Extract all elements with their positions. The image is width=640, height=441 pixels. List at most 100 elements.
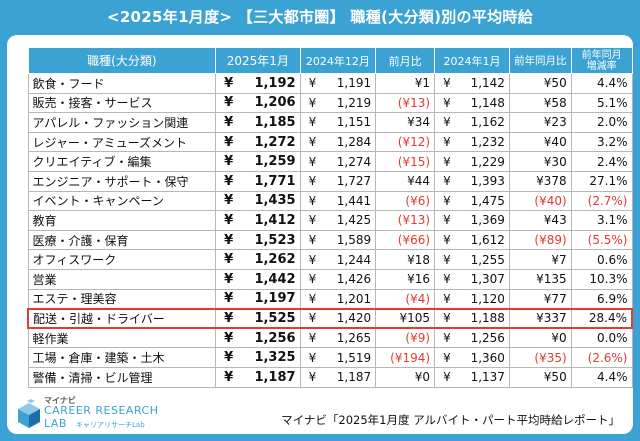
cell-jan2024: ¥1,369 <box>434 210 510 231</box>
cell-jan2025: ¥1,525 <box>215 307 301 330</box>
cell-jan2025: ¥1,523 <box>215 229 301 251</box>
cell-rate: 0.6% <box>570 249 633 270</box>
yen-symbol: ¥ <box>443 370 451 385</box>
cell-yoy: ¥30 <box>508 151 572 172</box>
cell-dec2024: ¥1,519 <box>299 347 377 368</box>
cell-rate: 2.0% <box>570 112 633 133</box>
cell-dec2024: ¥1,244 <box>299 249 377 270</box>
cell-jan2024: ¥1,307 <box>434 268 510 290</box>
cell-job: 警備・清掃・ビル管理 <box>27 366 217 388</box>
yen-symbol: ¥ <box>224 369 234 385</box>
value-dec2024: 1,425 <box>336 213 372 228</box>
cell-jan2024: ¥1,256 <box>434 327 510 349</box>
table-row: 工場・倉庫・建築・土木 ¥1,325 ¥1,519 (¥194) ¥1,360 (¥35)… <box>27 347 633 368</box>
cell-rate: 6.9% <box>570 288 633 310</box>
cell-jan2024: ¥1,229 <box>434 151 510 172</box>
yen-symbol: ¥ <box>308 331 317 346</box>
header-job: 職種(大分類) <box>27 47 217 74</box>
yen-symbol: ¥ <box>308 272 317 287</box>
cell-dec2024: ¥1,151 <box>299 112 377 133</box>
table-row: 配送・引越・ドライバー ¥1,525 ¥1,420 ¥105 ¥1,188 ¥337 28.… <box>27 307 633 330</box>
cell-mom: ¥18 <box>375 249 436 270</box>
cell-jan2025: ¥1,325 <box>215 347 301 368</box>
cell-job: アパレル・ファッション関連 <box>27 112 217 133</box>
header-dec2024: 2024年12月 <box>299 47 377 74</box>
value-jan2025: 1,442 <box>254 271 296 287</box>
cell-dec2024: ¥1,284 <box>299 131 377 153</box>
cell-mom: ¥16 <box>375 268 436 290</box>
cell-mom: ¥44 <box>375 170 436 192</box>
cell-jan2024: ¥1,148 <box>434 92 510 114</box>
cell-rate: 28.4% <box>570 307 633 330</box>
cell-jan2024: ¥1,360 <box>434 347 510 368</box>
yen-symbol: ¥ <box>308 115 317 130</box>
cell-rate: (5.5%) <box>570 229 633 251</box>
cell-job: 医療・介護・保育 <box>27 229 217 251</box>
cell-mom: (¥66) <box>375 229 436 251</box>
yen-symbol: ¥ <box>308 291 317 306</box>
cell-job: エステ・理美容 <box>27 288 217 310</box>
cell-job: 配送・引越・ドライバー <box>27 307 217 330</box>
cell-mom: (¥9) <box>375 327 436 349</box>
cell-mom: (¥6) <box>375 190 436 212</box>
cell-jan2025: ¥1,442 <box>215 268 301 290</box>
value-jan2024: 1,148 <box>470 95 505 110</box>
value-dec2024: 1,441 <box>336 193 372 208</box>
cell-jan2024: ¥1,255 <box>434 249 510 270</box>
value-jan2025: 1,272 <box>254 134 296 150</box>
yen-symbol: ¥ <box>443 272 451 287</box>
cell-rate: 4.4% <box>570 73 633 94</box>
cell-yoy: ¥43 <box>508 210 572 231</box>
cell-dec2024: ¥1,441 <box>299 190 377 212</box>
cell-dec2024: ¥1,274 <box>299 151 377 172</box>
cell-jan2024: ¥1,475 <box>434 190 510 212</box>
value-dec2024: 1,201 <box>336 291 372 306</box>
cell-yoy: ¥58 <box>508 92 572 114</box>
value-jan2025: 1,256 <box>254 330 296 346</box>
value-jan2025: 1,412 <box>254 212 296 228</box>
value-dec2024: 1,191 <box>336 76 372 91</box>
value-jan2024: 1,229 <box>470 154 505 169</box>
value-jan2025: 1,525 <box>254 310 296 326</box>
cell-jan2024: ¥1,232 <box>434 131 510 153</box>
cell-jan2024: ¥1,142 <box>434 73 510 94</box>
value-jan2025: 1,259 <box>254 154 296 170</box>
value-jan2024: 1,255 <box>470 252 505 267</box>
cell-dec2024: ¥1,420 <box>299 307 377 330</box>
cell-rate: 10.3% <box>570 268 633 290</box>
cell-yoy: (¥40) <box>508 190 572 212</box>
header-jan2025: 2025年1月 <box>215 47 301 74</box>
yen-symbol: ¥ <box>443 154 451 169</box>
table-header-row: 職種(大分類) 2025年1月 2024年12月 前月比 2024年1月 前年同… <box>27 47 633 74</box>
cell-rate: 27.1% <box>570 170 633 192</box>
value-jan2025: 1,325 <box>254 350 296 366</box>
cell-jan2025: ¥1,185 <box>215 112 301 133</box>
yen-symbol: ¥ <box>308 135 317 150</box>
yen-symbol: ¥ <box>443 331 451 346</box>
value-jan2025: 1,771 <box>254 173 296 189</box>
value-jan2024: 1,307 <box>470 272 505 287</box>
yen-symbol: ¥ <box>308 95 317 110</box>
value-jan2024: 1,162 <box>470 115 505 130</box>
yen-symbol: ¥ <box>308 370 317 385</box>
value-jan2024: 1,612 <box>470 233 505 248</box>
yen-symbol: ¥ <box>443 193 451 208</box>
table-row: エステ・理美容 ¥1,197 ¥1,201 (¥4) ¥1,120 ¥77 6.9% <box>27 288 633 310</box>
yen-symbol: ¥ <box>224 350 234 366</box>
cell-mom: (¥13) <box>375 92 436 114</box>
yen-symbol: ¥ <box>443 135 451 150</box>
cell-jan2025: ¥1,256 <box>215 327 301 349</box>
cell-rate: 3.2% <box>570 131 633 153</box>
table-row: イベント・キャンペーン ¥1,435 ¥1,441 (¥6) ¥1,475 (¥40) (2… <box>27 190 633 212</box>
cell-job: 営業 <box>27 268 217 290</box>
yen-symbol: ¥ <box>308 193 317 208</box>
logo-sub: キャリアリサーチLab <box>76 421 145 429</box>
value-jan2024: 1,142 <box>470 76 505 91</box>
cell-rate: 3.1% <box>570 210 633 231</box>
cell-job: 軽作業 <box>27 327 217 349</box>
table-row: 販売・接客・サービス ¥1,206 ¥1,219 (¥13) ¥1,148 ¥58 5.1% <box>27 92 633 114</box>
value-jan2025: 1,435 <box>254 193 296 209</box>
table-panel: 職種(大分類) 2025年1月 2024年12月 前月比 2024年1月 前年同… <box>7 35 633 434</box>
cell-dec2024: ¥1,219 <box>299 92 377 114</box>
yen-symbol: ¥ <box>443 252 451 267</box>
